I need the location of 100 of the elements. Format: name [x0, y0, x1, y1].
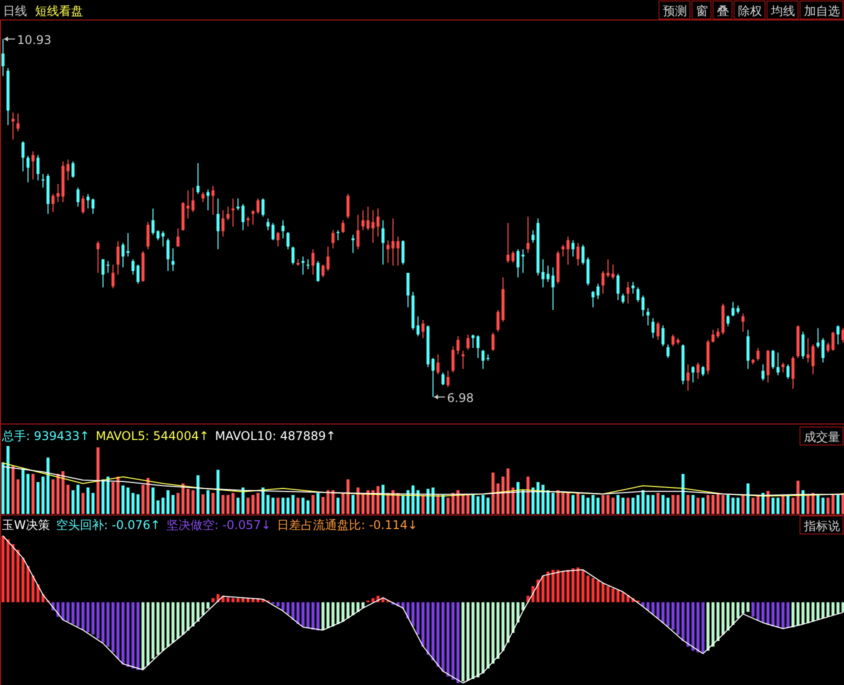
bar [662, 494, 664, 514]
bar [16, 550, 20, 602]
candlestick [386, 240, 390, 264]
bar [352, 602, 354, 616]
bar [176, 492, 180, 514]
bar [382, 484, 384, 514]
bar [346, 479, 350, 514]
bar [286, 602, 290, 614]
candlestick [272, 222, 274, 241]
candlestick [456, 336, 460, 355]
bar [602, 494, 604, 514]
bar [62, 471, 64, 514]
bar [316, 602, 320, 630]
bar [606, 586, 610, 602]
bar [796, 480, 800, 514]
candlestick [692, 366, 694, 383]
bar [282, 498, 284, 514]
bar [32, 576, 34, 602]
bar [762, 602, 764, 622]
candlestick [622, 293, 624, 304]
bar [82, 602, 84, 630]
bar [296, 498, 300, 514]
candlestick [276, 232, 280, 248]
bar [282, 602, 284, 610]
text: MAVOL5: 544004↑ [96, 429, 210, 443]
candlestick [192, 187, 194, 213]
bar [292, 494, 294, 514]
candlestick [162, 230, 164, 248]
text: 加自选 [804, 4, 840, 18]
text: MAVOL10: 487889↑ [215, 429, 336, 443]
candlestick [92, 198, 94, 214]
bar [706, 602, 710, 651]
candlestick [422, 319, 424, 339]
candlestick [342, 220, 344, 234]
bar [562, 492, 564, 514]
bar [646, 494, 650, 514]
chart-subtitle: 日线 [3, 4, 27, 18]
bar [816, 494, 820, 514]
bar [672, 602, 674, 630]
candlestick [302, 256, 304, 276]
bar [842, 602, 844, 612]
bar [272, 498, 274, 514]
candlestick [316, 260, 320, 282]
candlestick [542, 258, 544, 288]
bar [522, 490, 524, 514]
bar [822, 498, 824, 514]
bar [542, 484, 544, 514]
bar [346, 602, 350, 618]
text: 总手: 939433↑ [1, 429, 90, 443]
bar [836, 602, 840, 614]
bar [726, 494, 730, 514]
candlestick [776, 352, 780, 376]
bar [572, 494, 574, 514]
bar [826, 498, 830, 514]
bar [206, 602, 210, 609]
bar [542, 576, 544, 602]
bar [456, 490, 460, 514]
candlestick [666, 344, 670, 359]
candlestick [662, 324, 664, 347]
bar [76, 602, 80, 626]
candlestick [826, 342, 830, 354]
candlestick [232, 198, 234, 228]
bar [342, 492, 344, 514]
bar [696, 498, 700, 514]
bar [506, 602, 510, 643]
candlestick [222, 210, 224, 238]
bar [496, 483, 500, 514]
bar [776, 602, 780, 628]
bar [652, 602, 654, 614]
candlestick [336, 230, 340, 241]
bar [666, 602, 670, 626]
bar [366, 490, 370, 514]
candlestick [732, 301, 734, 317]
candlestick [126, 232, 130, 258]
bar [822, 602, 824, 618]
bar [786, 602, 790, 628]
candlestick [632, 281, 634, 294]
bar [402, 494, 404, 514]
bar [472, 602, 474, 679]
candlestick [552, 266, 554, 310]
bar [556, 490, 560, 514]
bar [372, 490, 374, 514]
bar [782, 494, 784, 514]
bar [576, 492, 580, 514]
bar [566, 492, 570, 514]
bar [222, 494, 224, 514]
bar [106, 602, 110, 647]
candlestick [52, 193, 54, 213]
bar [322, 497, 324, 514]
bar [6, 539, 10, 602]
candlestick [626, 281, 630, 304]
bar [706, 494, 710, 514]
bar [296, 602, 300, 624]
bar [546, 572, 550, 602]
bar [722, 494, 724, 514]
candlestick [202, 192, 204, 203]
candlestick [396, 236, 400, 266]
bar [2, 462, 4, 514]
bar [436, 602, 440, 667]
bar [332, 602, 334, 626]
